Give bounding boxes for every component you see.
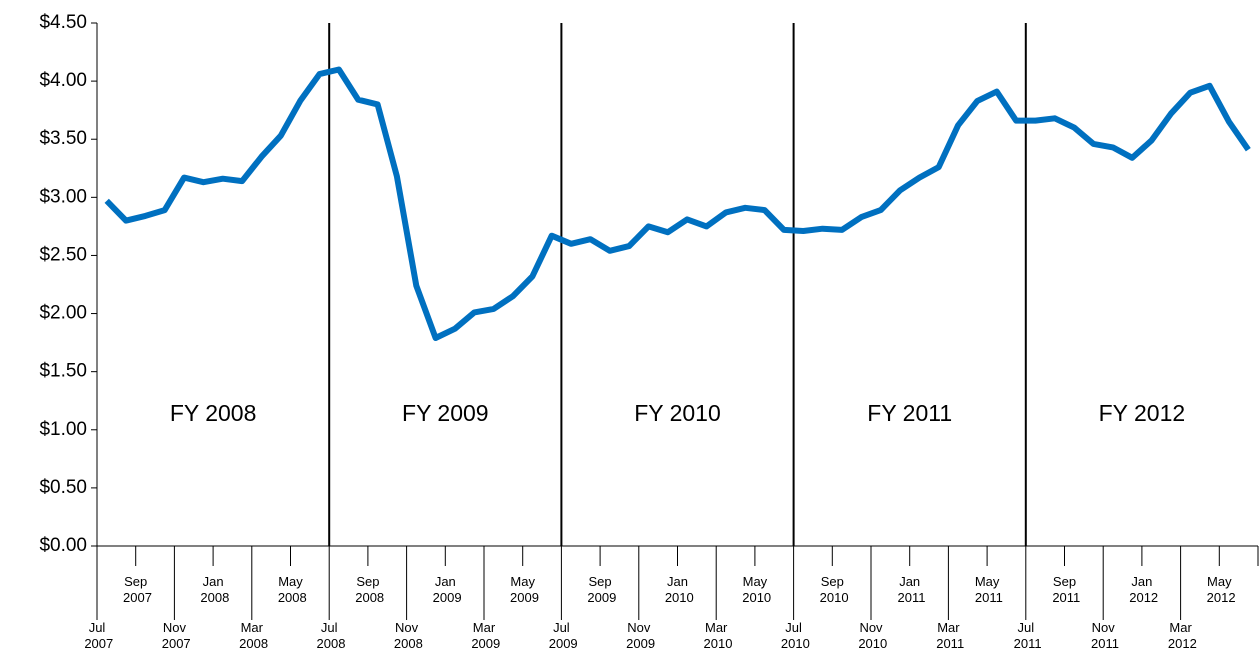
fy-label: FY 2012 [1099, 400, 1186, 426]
x-tick-label: Sep 2010 [816, 574, 849, 605]
y-tick-label: $1.50 [39, 361, 87, 382]
y-tick-label: $3.00 [39, 186, 87, 207]
fy-label: FY 2009 [402, 400, 489, 426]
x-tick-label: May 2011 [971, 574, 1003, 605]
x-tick-label: Nov 2007 [158, 620, 191, 651]
x-tick-label: Mar 2011 [933, 620, 965, 651]
x-tick-label: Sep 2009 [584, 574, 617, 605]
y-tick-label: $2.50 [39, 244, 87, 265]
x-tick-label: Jul 2007 [81, 620, 114, 651]
x-tick-label: Sep 2008 [352, 574, 385, 605]
fy-label: FY 2008 [170, 400, 257, 426]
y-tick-label: $4.50 [39, 12, 87, 33]
x-tick-label: Nov 2011 [1087, 620, 1119, 651]
x-tick-label: Nov 2008 [390, 620, 423, 651]
x-tick-label: Sep 2007 [119, 574, 152, 605]
x-tick-label: Nov 2009 [623, 620, 656, 651]
x-tick-label: Jul 2010 [777, 620, 810, 651]
x-tick-label: Jan 2010 [661, 574, 694, 605]
y-tick-label: $3.50 [39, 128, 87, 149]
x-tick-label: Mar 2012 [1164, 620, 1197, 651]
x-tick-label: Jan 2012 [1126, 574, 1159, 605]
x-tick-label: Jan 2011 [894, 574, 926, 605]
x-tick-label: Nov 2010 [855, 620, 888, 651]
y-tick-label: $0.00 [39, 535, 87, 556]
x-tick-label: Mar 2008 [236, 620, 269, 651]
x-tick-label: May 2010 [739, 574, 772, 605]
fy-label: FY 2010 [634, 400, 721, 426]
x-tick-label: May 2008 [274, 574, 307, 605]
y-tick-label: $4.00 [39, 70, 87, 91]
y-tick-label: $1.00 [39, 419, 87, 440]
y-tick-label: $0.50 [39, 477, 87, 498]
x-tick-label: Mar 2009 [468, 620, 501, 651]
x-tick-label: Jul 2011 [1010, 620, 1042, 651]
x-tick-label: Mar 2010 [700, 620, 733, 651]
fy-label: FY 2011 [867, 400, 952, 426]
x-tick-label: Jul 2008 [313, 620, 346, 651]
x-tick-label: Jan 2008 [197, 574, 230, 605]
line-series [104, 66, 1251, 341]
x-tick-label: May 2009 [506, 574, 539, 605]
x-tick-label: Sep 2011 [1049, 574, 1081, 605]
y-tick-label: $2.00 [39, 303, 87, 324]
x-tick-label: Jul 2009 [545, 620, 578, 651]
x-tick-label: Jan 2009 [429, 574, 462, 605]
x-tick-label: May 2012 [1203, 574, 1236, 605]
